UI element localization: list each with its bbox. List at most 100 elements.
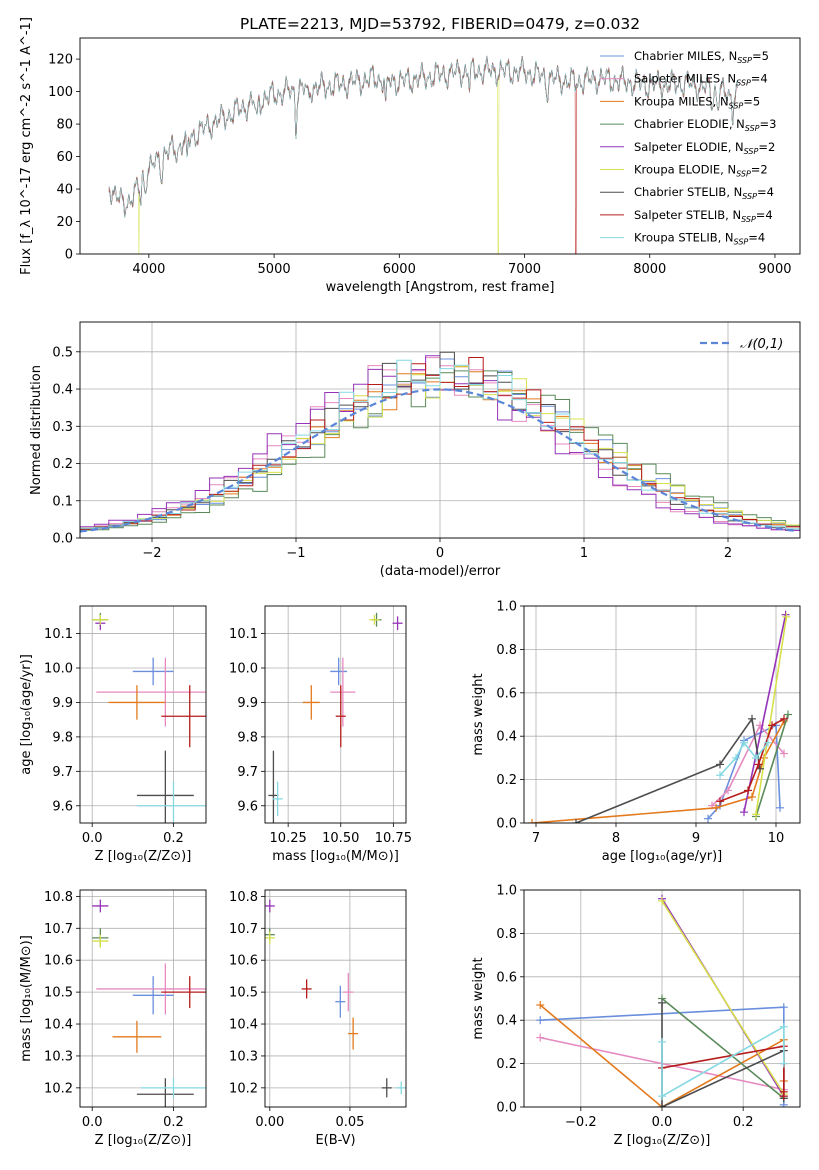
legend-text: Chabrier ELODIE, N (634, 117, 745, 131)
point-chabrier-stelib (381, 1078, 392, 1098)
y-tick-label: 0.2 (496, 773, 517, 788)
y-tick-label: 10.3 (44, 1049, 73, 1064)
panel-mass_weight_vs_age: 7 8 9 10 0.0 0.2 0.4 0.6 0.8 1.0 age [log₁₀(age/yr… (471, 600, 801, 864)
plot-area-mass_vs_Z (92, 899, 206, 1107)
y-tick-label: 9.9 (52, 696, 73, 711)
legend-subscript: SSP (736, 170, 751, 179)
series-chabrier-stelib (572, 714, 764, 823)
y-tick-label: 1.0 (496, 884, 517, 899)
y-tick-label: 9.8 (52, 730, 73, 745)
y-tick-label: 10.2 (229, 1081, 258, 1096)
x-axis-label: Z [log₁₀(Z/Z⊙)] (95, 1133, 192, 1148)
legend-count: =4 (748, 231, 765, 245)
point-salpeter-miles (96, 963, 206, 1015)
legend-label: Chabrier MILES, NSSP=5 (634, 49, 769, 65)
series-kroupa-stelib (658, 1022, 788, 1101)
y-tick-label: 0.6 (496, 970, 517, 985)
point-kroupa-elodie (92, 934, 109, 948)
x-tick-label: 2 (724, 546, 732, 561)
legend-text: Kroupa STELIB, N (634, 231, 734, 245)
y-tick-label: 0.8 (496, 643, 517, 658)
legend-text: Chabrier MILES, N (634, 49, 737, 63)
x-axis-label: (data-model)/error (380, 564, 501, 579)
point-chabrier-miles (330, 657, 348, 686)
series-line (755, 616, 788, 815)
legend-text: Salpeter MILES, N (634, 72, 736, 86)
x-tick-label: −2 (142, 546, 161, 561)
y-tick-label: 10.4 (229, 1018, 258, 1033)
x-tick-label: 0.00 (255, 1115, 284, 1130)
legend-subscript: SSP (744, 147, 759, 156)
legend-label: Kroupa ELODIE, NSSP=2 (634, 163, 768, 179)
legend-label: Salpeter STELIB, NSSP=4 (634, 208, 773, 224)
y-tick-label: 10.7 (229, 922, 258, 937)
y-axis-label: Flux [f_λ 10^-17 erg cm^-2 s^-1 A^-1] (19, 17, 34, 275)
y-tick-label: 0.5 (52, 345, 73, 360)
legend-text: Salpeter STELIB, N (634, 208, 741, 222)
point-kroupa-elodie (265, 931, 275, 945)
point-kroupa-stelib (136, 781, 206, 823)
x-tick-label: 10.75 (375, 831, 412, 846)
point-salpeter-miles (330, 657, 356, 727)
point-chabrier-stelib (136, 750, 194, 823)
x-axis-label: E(B-V) (315, 1133, 355, 1148)
y-tick-label: 9.7 (237, 765, 258, 780)
legend-label: 𝒩(0,1) (740, 337, 783, 352)
legend-count: =2 (751, 163, 768, 177)
x-tick-label: 10.25 (270, 831, 307, 846)
legend-text: Salpeter ELODIE, N (634, 140, 744, 154)
panel-residual_histogram: −2 −1 0 1 2 0.0 0.1 0.2 0.3 0.4 0.5 (data-model)/er… (29, 321, 801, 579)
point-salpeter-stelib (161, 685, 206, 748)
series-kroupa-stelib (716, 738, 772, 780)
x-tick-label: 8 (612, 831, 620, 846)
y-tick-label: 0.0 (496, 817, 517, 832)
panel-mass_vs_Z: 0.0 0.2 10.2 10.3 10.4 10.5 10.6 10.7 10.8 Z [log… (19, 889, 207, 1148)
legend-label: Chabrier ELODIE, NSSP=3 (634, 117, 776, 133)
y-tick-label: 0.8 (496, 927, 517, 942)
point-kroupa-elodie (369, 614, 380, 625)
y-axis-label: age [log₁₀(age/yr)] (19, 654, 34, 775)
y-tick-label: 9.6 (52, 799, 73, 814)
point-kroupa-elodie (92, 614, 109, 625)
x-axis-label: Z [log₁₀(Z/Z⊙)] (614, 1133, 711, 1148)
axes-frame (264, 889, 407, 1108)
histogram-step-kroupa-stelib (80, 359, 800, 538)
point-chabrier-miles (335, 985, 346, 1018)
axes-frame (79, 889, 207, 1108)
y-tick-label: 10.0 (44, 662, 73, 677)
y-tick-label: 0.0 (496, 1101, 517, 1116)
y-tick-label: 0.4 (496, 1014, 517, 1029)
legend-count: =4 (751, 72, 768, 86)
x-axis-label: mass [log₁₀(M/M⊙)] (272, 849, 399, 864)
series-line (661, 900, 785, 1095)
point-salpeter-elodie (92, 899, 109, 913)
y-tick-label: 0.2 (496, 1057, 517, 1072)
y-tick-label: 10.6 (229, 954, 258, 969)
axes-frame (79, 37, 801, 255)
y-tick-label: 120 (48, 53, 73, 68)
y-tick-label: 10.3 (229, 1049, 258, 1064)
y-tick-label: 0.4 (52, 383, 73, 398)
y-tick-label: 9.7 (52, 765, 73, 780)
x-tick-label: 7000 (508, 262, 541, 277)
y-tick-label: 9.9 (237, 696, 258, 711)
legend-subscript: SSP (745, 124, 760, 133)
legend-text: Kroupa ELODIE, N (634, 163, 736, 177)
y-tick-label: 10.7 (44, 922, 73, 937)
y-tick-label: 10.8 (229, 890, 258, 905)
point-kroupa-miles (302, 685, 320, 720)
x-tick-label: 0.2 (163, 831, 184, 846)
y-tick-label: 0.2 (52, 457, 73, 472)
y-tick-label: 0.6 (496, 686, 517, 701)
x-tick-label: 0.0 (652, 1115, 673, 1130)
panel-spectrum: 4000 5000 6000 7000 8000 9000 0 20 40 60 80 100 120 w… (19, 17, 801, 295)
y-tick-label: 10.1 (229, 627, 258, 642)
x-tick-label: 0.2 (733, 1115, 754, 1130)
legend-subscript: SSP (737, 56, 752, 65)
plot-area-age_vs_Z (92, 612, 206, 823)
legend-subscript: SSP (734, 238, 749, 247)
y-tick-label: 0.4 (496, 730, 517, 745)
y-axis-label: mass weight (471, 957, 486, 1039)
x-tick-label: −0.2 (565, 1115, 597, 1130)
x-tick-label: 0.2 (163, 1115, 184, 1130)
